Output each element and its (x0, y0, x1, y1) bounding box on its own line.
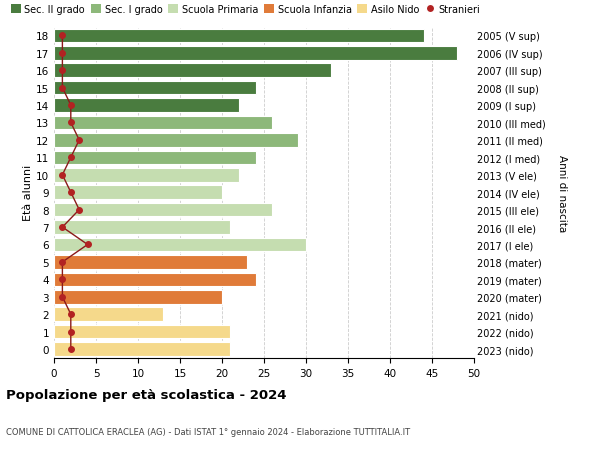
Bar (54, 29, 424, 43)
Point (58, 259, 67, 266)
Point (66, 119, 76, 127)
Point (66, 328, 76, 336)
Bar (54, 291, 222, 304)
Legend: Sec. II grado, Sec. I grado, Scuola Primaria, Scuola Infanzia, Asilo Nido, Stran: Sec. II grado, Sec. I grado, Scuola Prim… (11, 5, 481, 15)
Point (58, 85, 67, 92)
Point (58, 33, 67, 40)
Bar (54, 256, 247, 269)
Point (74, 207, 84, 214)
Point (58, 224, 67, 231)
Bar (54, 99, 239, 112)
Point (58, 293, 67, 301)
Bar (54, 151, 256, 165)
Point (58, 50, 67, 57)
Bar (54, 64, 331, 78)
Bar (54, 168, 239, 182)
Point (66, 154, 76, 162)
Point (58, 276, 67, 283)
Point (66, 102, 76, 110)
Point (83, 241, 92, 249)
Text: Popolazione per età scolastica - 2024: Popolazione per età scolastica - 2024 (6, 388, 287, 401)
Point (66, 189, 76, 196)
Bar (54, 238, 306, 252)
Y-axis label: Anni di nascita: Anni di nascita (557, 154, 566, 231)
Bar (54, 47, 457, 61)
Point (58, 67, 67, 75)
Point (66, 311, 76, 318)
Y-axis label: Età alunni: Età alunni (23, 165, 33, 221)
Point (66, 346, 76, 353)
Bar (54, 308, 163, 321)
Bar (54, 186, 222, 200)
Bar (54, 221, 230, 235)
Bar (54, 273, 256, 286)
Text: COMUNE DI CATTOLICA ERACLEA (AG) - Dati ISTAT 1° gennaio 2024 - Elaborazione TUT: COMUNE DI CATTOLICA ERACLEA (AG) - Dati … (6, 427, 410, 436)
Bar (54, 117, 272, 130)
Bar (54, 203, 272, 217)
Bar (54, 325, 230, 339)
Bar (54, 134, 298, 147)
Bar (54, 342, 230, 356)
Point (58, 172, 67, 179)
Bar (54, 82, 256, 95)
Point (74, 137, 84, 144)
